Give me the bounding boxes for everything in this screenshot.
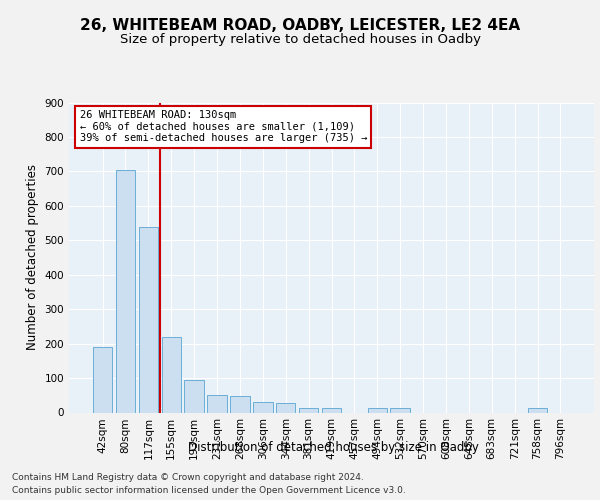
Text: 26 WHITEBEAM ROAD: 130sqm
← 60% of detached houses are smaller (1,109)
39% of se: 26 WHITEBEAM ROAD: 130sqm ← 60% of detac… <box>79 110 367 144</box>
Text: Contains public sector information licensed under the Open Government Licence v3: Contains public sector information licen… <box>12 486 406 495</box>
Text: 26, WHITEBEAM ROAD, OADBY, LEICESTER, LE2 4EA: 26, WHITEBEAM ROAD, OADBY, LEICESTER, LE… <box>80 18 520 32</box>
Bar <box>276 403 295 412</box>
Text: Size of property relative to detached houses in Oadby: Size of property relative to detached ho… <box>119 32 481 46</box>
Bar <box>184 380 204 412</box>
Text: Contains HM Land Registry data © Crown copyright and database right 2024.: Contains HM Land Registry data © Crown c… <box>12 472 364 482</box>
Bar <box>322 408 341 412</box>
Text: Distribution of detached houses by size in Oadby: Distribution of detached houses by size … <box>188 441 478 454</box>
Bar <box>368 408 387 412</box>
Bar <box>116 170 135 412</box>
Bar <box>139 226 158 412</box>
Bar <box>391 408 410 412</box>
Bar <box>253 402 272 412</box>
Bar <box>208 396 227 412</box>
Y-axis label: Number of detached properties: Number of detached properties <box>26 164 39 350</box>
Bar <box>299 408 319 412</box>
Bar <box>528 408 547 412</box>
Bar <box>161 336 181 412</box>
Bar <box>93 347 112 412</box>
Bar <box>230 396 250 412</box>
